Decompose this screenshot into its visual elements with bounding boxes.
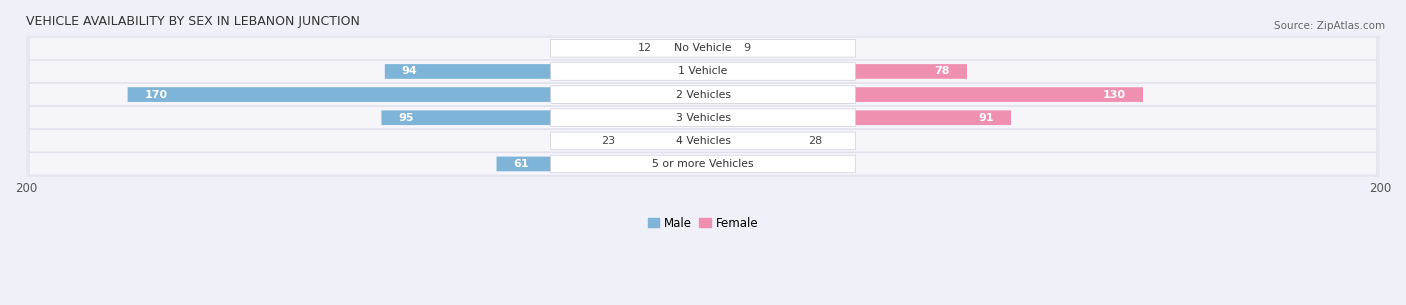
FancyBboxPatch shape <box>496 156 703 171</box>
Legend: Male, Female: Male, Female <box>643 212 763 234</box>
FancyBboxPatch shape <box>703 64 967 79</box>
FancyBboxPatch shape <box>626 134 703 148</box>
Text: 170: 170 <box>145 90 167 100</box>
Text: 12: 12 <box>638 43 652 53</box>
FancyBboxPatch shape <box>30 130 1376 152</box>
Text: 9: 9 <box>744 43 751 53</box>
FancyBboxPatch shape <box>551 109 855 127</box>
FancyBboxPatch shape <box>551 86 855 103</box>
Text: 23: 23 <box>600 136 614 146</box>
FancyBboxPatch shape <box>30 107 1376 129</box>
Text: 4 Vehicles: 4 Vehicles <box>675 136 731 146</box>
Text: 94: 94 <box>402 66 418 77</box>
Text: 28: 28 <box>808 136 823 146</box>
FancyBboxPatch shape <box>385 64 703 79</box>
FancyBboxPatch shape <box>30 37 1376 59</box>
Text: 78: 78 <box>935 66 950 77</box>
FancyBboxPatch shape <box>381 110 703 125</box>
FancyBboxPatch shape <box>703 134 797 148</box>
FancyBboxPatch shape <box>25 82 1381 108</box>
FancyBboxPatch shape <box>30 84 1376 106</box>
FancyBboxPatch shape <box>25 151 1381 177</box>
Text: 1 Vehicle: 1 Vehicle <box>678 66 728 77</box>
FancyBboxPatch shape <box>25 128 1381 154</box>
FancyBboxPatch shape <box>30 153 1376 175</box>
FancyBboxPatch shape <box>703 110 1011 125</box>
FancyBboxPatch shape <box>551 40 855 57</box>
Text: 3 Vehicles: 3 Vehicles <box>675 113 731 123</box>
FancyBboxPatch shape <box>128 87 703 102</box>
FancyBboxPatch shape <box>551 63 855 80</box>
FancyBboxPatch shape <box>25 59 1381 84</box>
Text: 91: 91 <box>979 113 994 123</box>
Text: No Vehicle: No Vehicle <box>675 43 731 53</box>
FancyBboxPatch shape <box>551 132 855 150</box>
Text: 5 or more Vehicles: 5 or more Vehicles <box>652 159 754 169</box>
FancyBboxPatch shape <box>551 155 855 173</box>
FancyBboxPatch shape <box>703 87 1143 102</box>
Text: 61: 61 <box>513 159 529 169</box>
FancyBboxPatch shape <box>25 35 1381 61</box>
Text: 130: 130 <box>1104 90 1126 100</box>
FancyBboxPatch shape <box>662 41 703 56</box>
FancyBboxPatch shape <box>703 41 734 56</box>
FancyBboxPatch shape <box>30 60 1376 83</box>
Text: 2 Vehicles: 2 Vehicles <box>675 90 731 100</box>
Text: Source: ZipAtlas.com: Source: ZipAtlas.com <box>1274 21 1385 31</box>
FancyBboxPatch shape <box>25 105 1381 131</box>
Text: 44: 44 <box>820 159 835 169</box>
Text: 95: 95 <box>398 113 413 123</box>
Text: VEHICLE AVAILABILITY BY SEX IN LEBANON JUNCTION: VEHICLE AVAILABILITY BY SEX IN LEBANON J… <box>27 15 360 28</box>
FancyBboxPatch shape <box>703 156 852 171</box>
